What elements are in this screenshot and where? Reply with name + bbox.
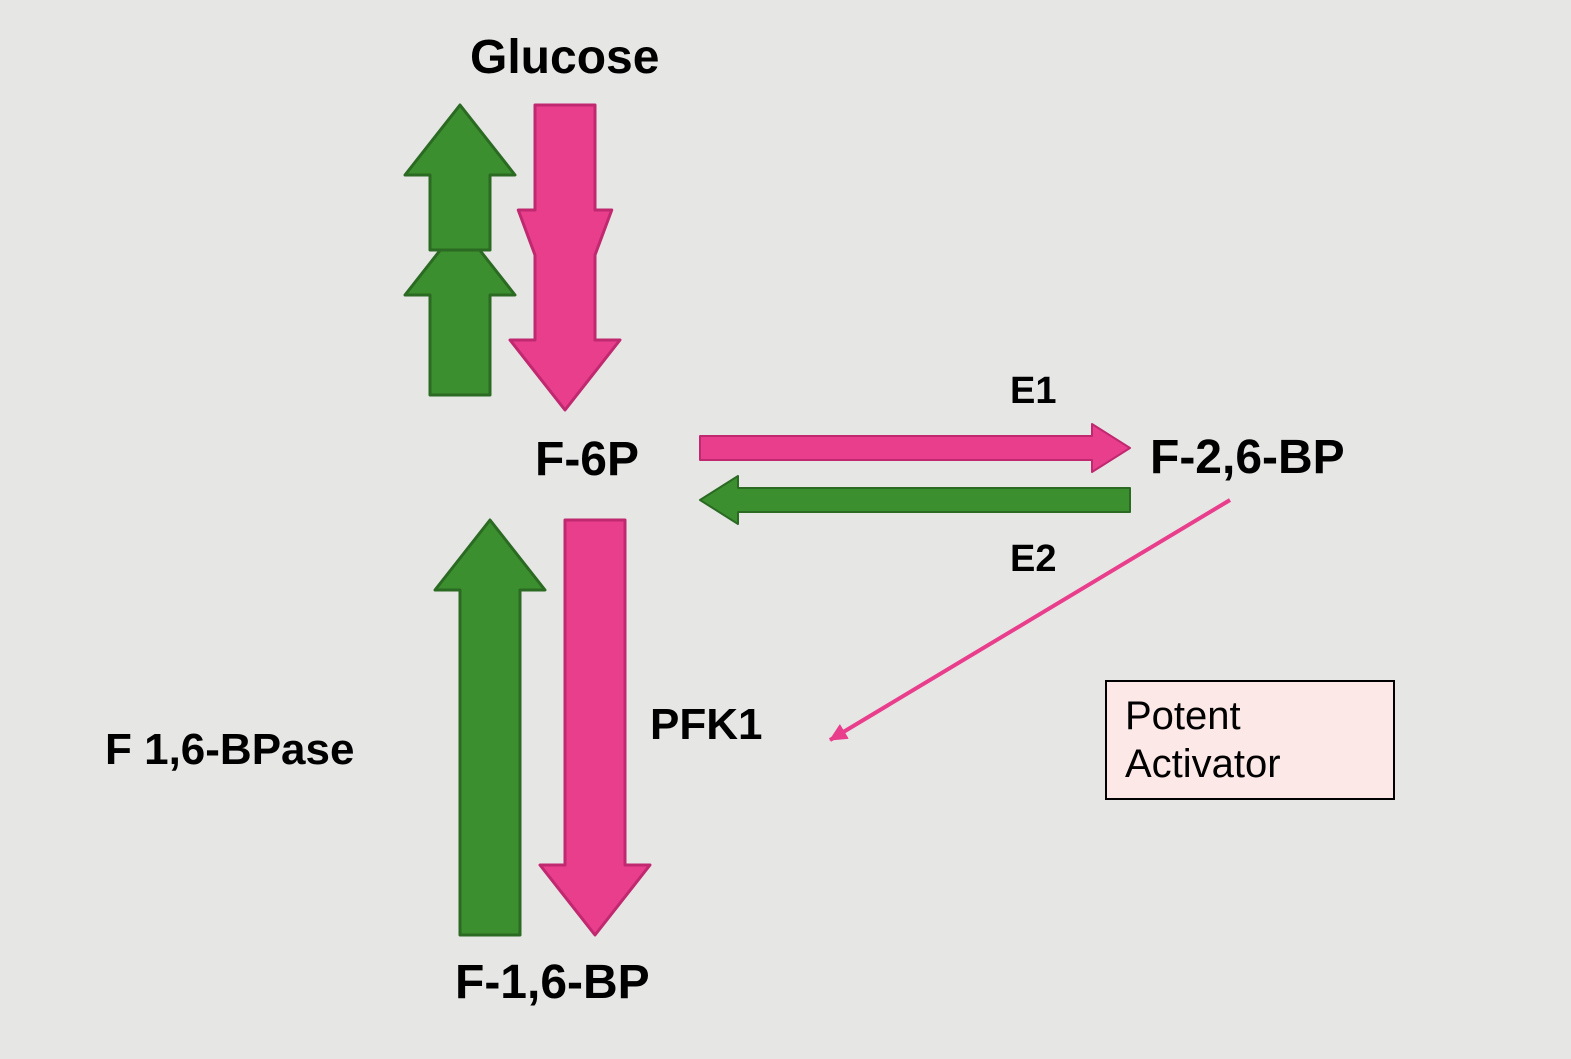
node-f16bp: F-1,6-BP: [455, 955, 650, 1010]
enzyme-e1: E1: [1010, 370, 1056, 413]
callout-line2: Activator: [1125, 742, 1281, 786]
arrow-f26bp-to-f6p: [700, 476, 1130, 524]
callout-line1: Potent: [1125, 694, 1241, 738]
enzyme-e2: E2: [1010, 538, 1056, 581]
arrow-f6p-to-f26bp: [700, 424, 1130, 472]
enzyme-pfk1: PFK1: [650, 700, 762, 750]
arrow-glucose-to-f6p: [510, 105, 620, 410]
arrow-f6p-to-glucose-upper: [405, 105, 515, 250]
enzyme-f16bpase: F 1,6-BPase: [105, 725, 354, 775]
node-f26bp: F-2,6-BP: [1150, 430, 1345, 485]
potent-activator-callout: Potent Activator: [1105, 680, 1395, 800]
node-f6p: F-6P: [535, 432, 639, 487]
arrow-f16bp-to-f6p: [435, 520, 545, 935]
arrow-f6p-to-f16bp: [540, 520, 650, 935]
node-glucose: Glucose: [470, 30, 659, 85]
diagram-canvas: [0, 0, 1571, 1059]
